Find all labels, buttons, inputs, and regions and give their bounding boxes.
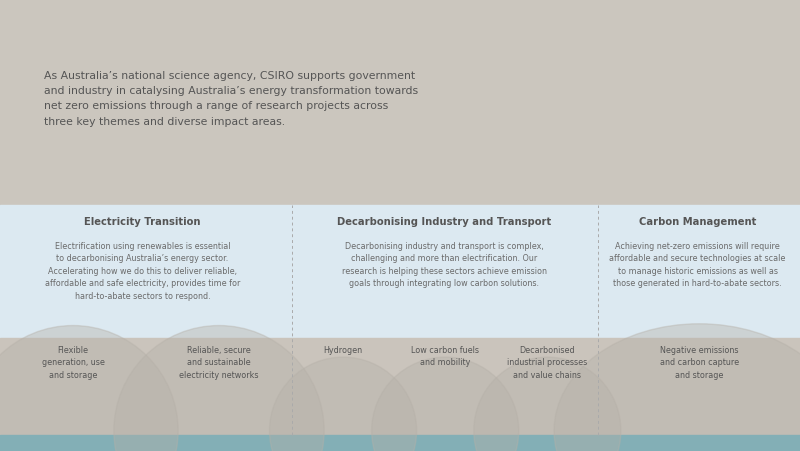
Text: Flexible
generation, use
and storage: Flexible generation, use and storage xyxy=(42,345,105,379)
Ellipse shape xyxy=(554,324,800,451)
Text: As Australia’s national science agency, CSIRO supports government
and industry i: As Australia’s national science agency, … xyxy=(44,71,418,126)
Text: Electrification using renewables is essential
to decarbonising Australia’s energ: Electrification using renewables is esse… xyxy=(45,241,240,300)
Text: Decarbonising Industry and Transport: Decarbonising Industry and Transport xyxy=(337,216,551,226)
Ellipse shape xyxy=(474,357,621,451)
Text: Electricity Transition: Electricity Transition xyxy=(84,216,201,226)
Text: Low carbon fuels
and mobility: Low carbon fuels and mobility xyxy=(411,345,479,367)
Bar xyxy=(0,338,800,435)
Bar xyxy=(0,435,800,451)
Text: Achieving net-zero emissions will require
affordable and secure technologies at : Achieving net-zero emissions will requir… xyxy=(610,241,786,288)
Text: Decarbonising industry and transport is complex,
challenging and more than elect: Decarbonising industry and transport is … xyxy=(342,241,546,288)
Text: Negative emissions
and carbon capture
and storage: Negative emissions and carbon capture an… xyxy=(660,345,738,379)
Ellipse shape xyxy=(372,357,518,451)
Bar xyxy=(0,205,800,338)
Text: Carbon Management: Carbon Management xyxy=(639,216,756,226)
Ellipse shape xyxy=(114,326,324,451)
Text: Decarbonised
industrial processes
and value chains: Decarbonised industrial processes and va… xyxy=(507,345,587,379)
Ellipse shape xyxy=(270,357,417,451)
Text: Hydrogen: Hydrogen xyxy=(323,345,362,354)
Ellipse shape xyxy=(0,326,178,451)
Text: Reliable, secure
and sustainable
electricity networks: Reliable, secure and sustainable electri… xyxy=(179,345,258,379)
